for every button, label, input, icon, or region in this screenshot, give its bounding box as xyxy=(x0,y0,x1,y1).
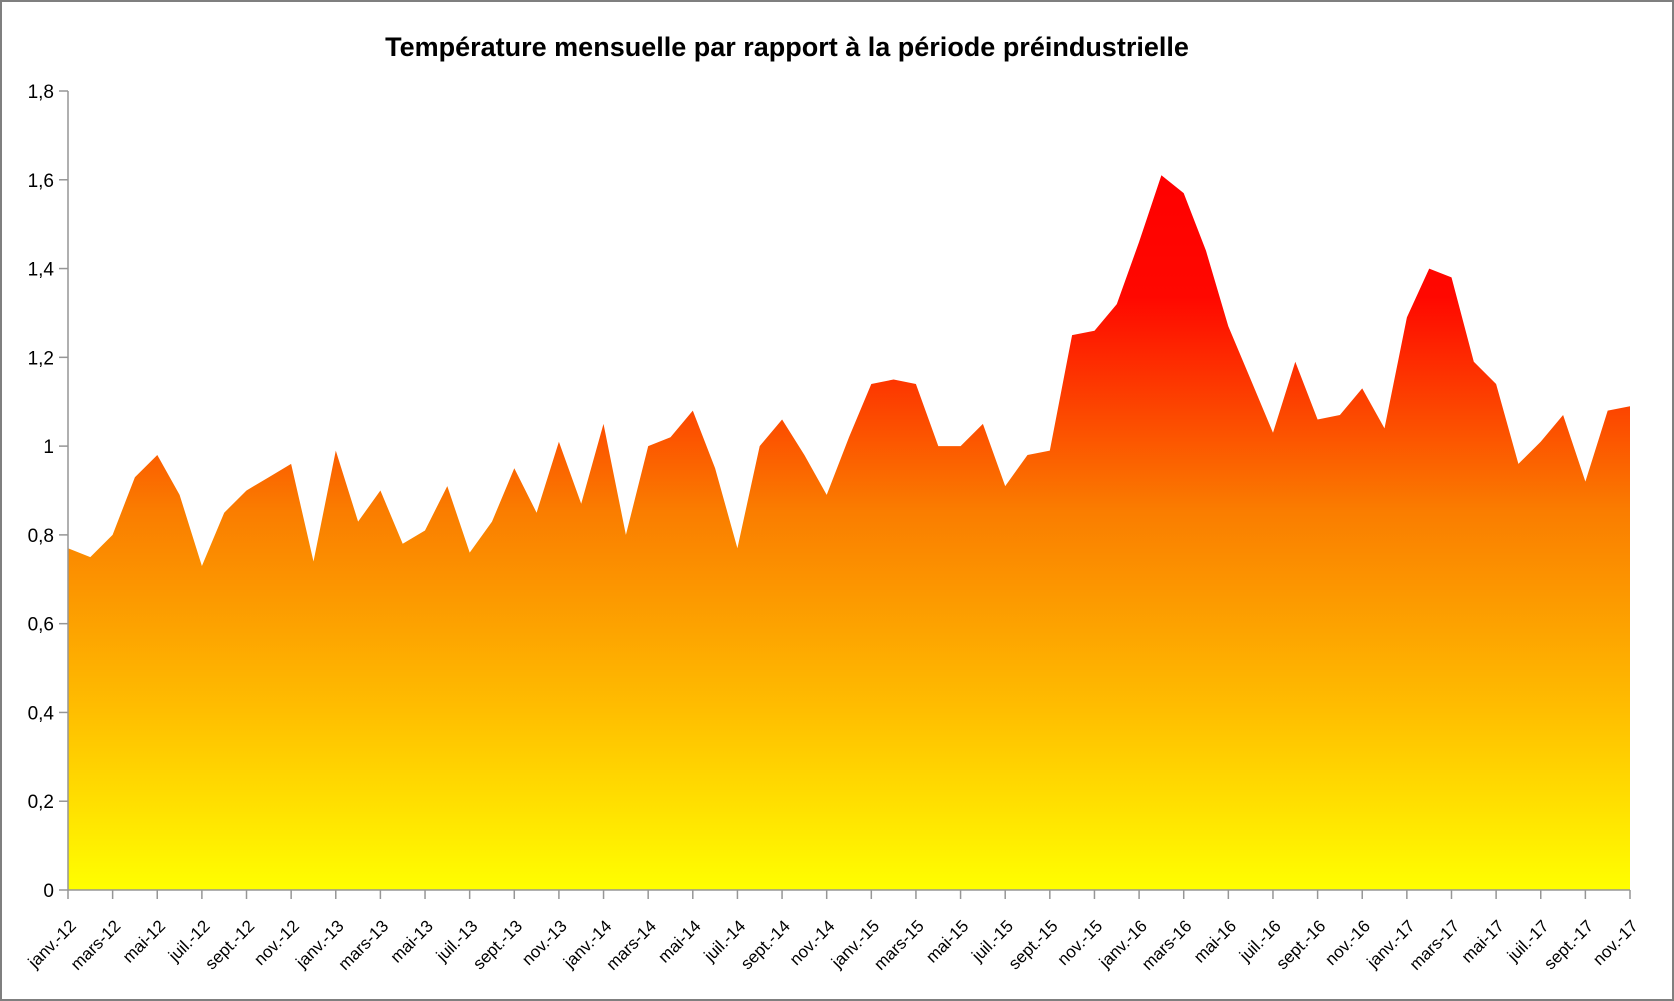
x-axis-tick-label: mai-17 xyxy=(1458,916,1508,966)
x-axis-tick-label: nov.-17 xyxy=(1589,916,1642,969)
y-axis-tick-label: 0 xyxy=(43,881,54,902)
x-axis-tick-label: sept.-13 xyxy=(469,916,526,973)
x-axis-tick-label: mars-16 xyxy=(1138,916,1196,974)
x-axis-tick-label: mars-12 xyxy=(67,916,125,974)
y-axis-tick-label: 1,6 xyxy=(28,171,54,192)
x-axis-tick-label: mai-14 xyxy=(654,916,704,966)
x-axis-tick-label: mars-13 xyxy=(335,916,393,974)
x-axis-tick-label: mai-16 xyxy=(1190,916,1240,966)
y-axis-tick-label: 1,2 xyxy=(28,348,54,369)
x-axis-tick-label: mai-12 xyxy=(119,916,169,966)
x-axis-tick-label: sept.-15 xyxy=(1005,916,1062,973)
temperature-series-area xyxy=(68,175,1630,891)
y-axis-tick-label: 1 xyxy=(43,437,54,458)
x-axis-tick-label: sept.-17 xyxy=(1540,916,1597,973)
x-axis-tick-label: mai-15 xyxy=(922,916,972,966)
x-axis-tick-label: mars-14 xyxy=(602,916,660,974)
x-axis-tick-label: sept.-14 xyxy=(737,916,794,973)
y-axis-tick-label: 1,4 xyxy=(28,260,55,281)
chart-title: Température mensuelle par rapport à la p… xyxy=(385,32,1189,62)
y-axis-tick-label: 0,6 xyxy=(28,615,54,636)
x-axis-tick-label: mars-15 xyxy=(870,916,928,974)
x-axis-tick-label: mars-17 xyxy=(1406,916,1464,974)
x-axis-tick-label: sept.-12 xyxy=(201,916,258,973)
plot-area: 00,20,40,60,811,21,41,61,8janv.-12mars-1… xyxy=(24,82,1642,974)
x-axis-tick-label: mai-13 xyxy=(387,916,437,966)
y-axis-tick-label: 0,8 xyxy=(28,526,54,547)
x-axis-tick-label: sept.-16 xyxy=(1273,916,1330,973)
y-axis-tick-label: 1,8 xyxy=(28,82,54,103)
y-axis-tick-label: 0,4 xyxy=(28,703,55,724)
y-axis-tick-label: 0,2 xyxy=(28,792,54,813)
